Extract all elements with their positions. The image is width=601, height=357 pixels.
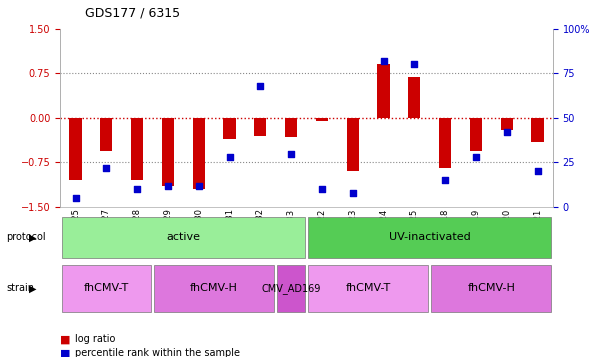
Point xyxy=(379,58,388,64)
Bar xyxy=(377,64,389,118)
Point xyxy=(286,151,296,156)
Text: fhCMV-T: fhCMV-T xyxy=(346,283,391,293)
Bar xyxy=(162,118,174,186)
Bar xyxy=(224,118,236,139)
Point xyxy=(194,183,204,188)
FancyBboxPatch shape xyxy=(62,265,151,312)
Point xyxy=(255,83,265,89)
Bar xyxy=(501,118,513,130)
Text: ■: ■ xyxy=(60,334,70,344)
FancyBboxPatch shape xyxy=(308,265,428,312)
Text: fhCMV-H: fhCMV-H xyxy=(190,283,238,293)
Point xyxy=(317,186,327,192)
Text: ▶: ▶ xyxy=(29,232,37,242)
Point xyxy=(132,186,142,192)
FancyBboxPatch shape xyxy=(62,216,305,258)
Point xyxy=(102,165,111,171)
Point xyxy=(348,190,358,196)
Bar xyxy=(254,118,266,136)
Point xyxy=(532,169,542,174)
Point xyxy=(502,129,511,135)
Text: CMV_AD169: CMV_AD169 xyxy=(261,283,321,294)
Bar xyxy=(100,118,112,151)
Text: fhCMV-H: fhCMV-H xyxy=(468,283,515,293)
Bar xyxy=(408,77,421,118)
Text: ■: ■ xyxy=(60,348,70,357)
FancyBboxPatch shape xyxy=(154,265,274,312)
FancyBboxPatch shape xyxy=(308,216,551,258)
Point xyxy=(71,195,81,201)
Point xyxy=(471,154,481,160)
Bar xyxy=(347,118,359,171)
Text: fhCMV-T: fhCMV-T xyxy=(84,283,129,293)
Point xyxy=(225,154,234,160)
Bar xyxy=(192,118,205,189)
Bar xyxy=(316,118,328,121)
Bar xyxy=(470,118,482,151)
Text: percentile rank within the sample: percentile rank within the sample xyxy=(75,348,240,357)
Text: protocol: protocol xyxy=(6,232,46,242)
Bar xyxy=(531,118,544,142)
FancyBboxPatch shape xyxy=(432,265,551,312)
Text: active: active xyxy=(166,232,200,242)
Bar xyxy=(285,118,297,137)
Bar xyxy=(69,118,82,180)
Bar xyxy=(131,118,143,180)
Text: UV-inactivated: UV-inactivated xyxy=(389,232,471,242)
FancyBboxPatch shape xyxy=(277,265,305,312)
Text: GDS177 / 6315: GDS177 / 6315 xyxy=(85,7,180,20)
Bar xyxy=(439,118,451,169)
Text: ▶: ▶ xyxy=(29,283,37,293)
Point xyxy=(441,177,450,183)
Point xyxy=(409,61,419,67)
Point xyxy=(163,183,172,188)
Text: strain: strain xyxy=(6,283,34,293)
Text: log ratio: log ratio xyxy=(75,334,115,344)
